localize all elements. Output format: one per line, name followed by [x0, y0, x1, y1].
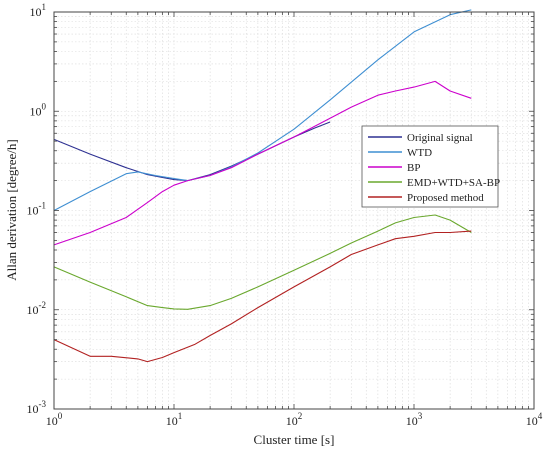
tick-labels: 100 101 102 103 104 10-3 10-2 10-1 100 101 — [27, 2, 543, 428]
y-tick-label: 100 — [30, 101, 47, 118]
legend-label-wtd: WTD — [407, 147, 432, 159]
x-tick-label: 102 — [286, 411, 303, 428]
legend-label-bp: BP — [407, 162, 420, 174]
series-line-proposed-method — [53, 230, 472, 363]
y-axis-label: Allan derivation [degree/h] — [4, 139, 19, 281]
legend-label-original-signal: Original signal — [407, 132, 473, 144]
x-tick-label: 103 — [406, 411, 423, 428]
series-lines — [53, 9, 472, 363]
y-tick-label: 10-1 — [27, 201, 47, 218]
series-line-bp — [53, 80, 472, 246]
y-tick-label: 101 — [30, 2, 47, 19]
axis-ticks — [53, 12, 534, 410]
legend-label-emd-wtd-sa-bp: EMD+WTD+SA-BP — [407, 177, 500, 189]
x-tick-label: 100 — [46, 411, 63, 428]
series-line-emd-wtd-sa-bp — [53, 214, 472, 310]
legend-label-proposed-method: Proposed method — [407, 192, 484, 204]
x-tick-label: 104 — [526, 411, 543, 428]
y-tick-label: 10-3 — [27, 399, 47, 416]
x-tick-label: 101 — [166, 411, 183, 428]
x-axis-label: Cluster time [s] — [254, 432, 335, 447]
y-tick-label: 10-2 — [27, 300, 47, 317]
legend: Original signal WTD BP EMD+WTD+SA-BP Propose… — [361, 125, 500, 208]
